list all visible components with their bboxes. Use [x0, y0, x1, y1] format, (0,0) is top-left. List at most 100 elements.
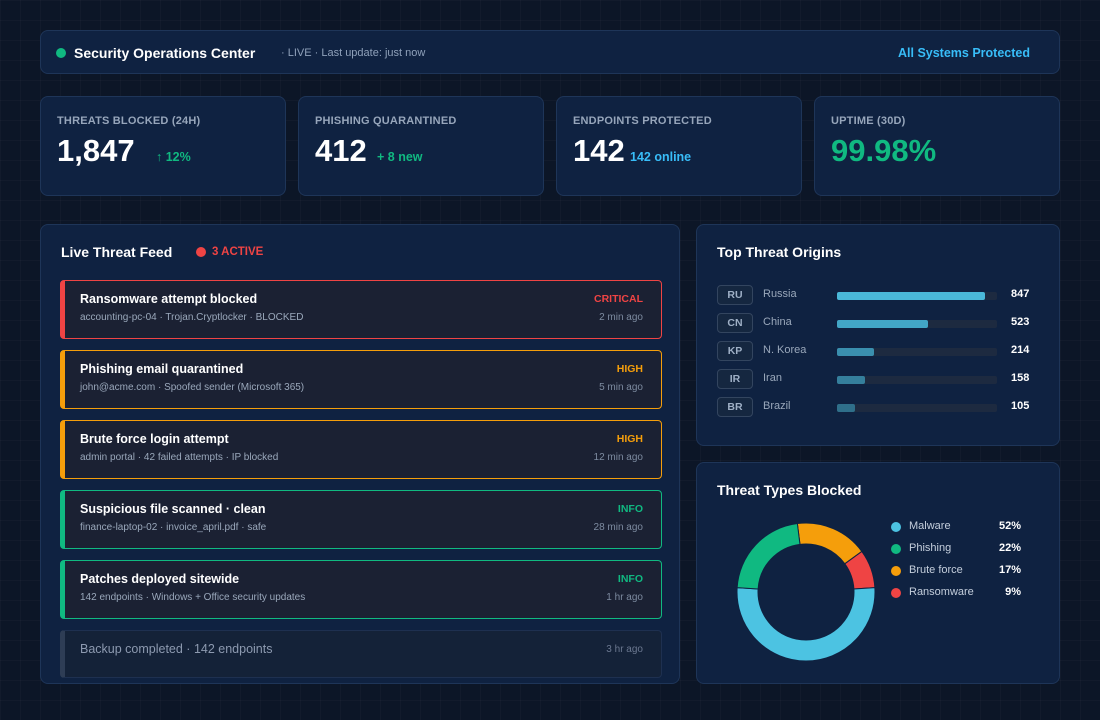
legend-percent: 9% [1005, 586, 1021, 598]
origin-row[interactable]: BR Brazil 105 [717, 397, 1047, 417]
origin-bar-track [837, 376, 997, 384]
threat-item-resolved[interactable]: Backup completed · 142 endpoints 3 hr ag… [60, 630, 662, 678]
donut-slice-phishing[interactable] [737, 523, 801, 590]
severity-label: HIGH [616, 433, 643, 445]
stat-card-endpoints-protected[interactable]: ENDPOINTS PROTECTED 142 142 online [556, 96, 802, 196]
severity-label: INFO [617, 573, 643, 585]
panel-title: Top Threat Origins [717, 244, 842, 260]
panel-title: Threat Types Blocked [717, 482, 862, 498]
stat-value: 99.98% [831, 133, 937, 168]
stat-label: THREATS BLOCKED (24H) [57, 115, 201, 127]
stat-value: 142 [573, 133, 625, 168]
origin-bar [837, 348, 875, 356]
alert-dot-icon [196, 247, 206, 257]
legend-label: Brute force [909, 564, 963, 576]
threat-details: admin portal · 42 failed attempts · IP b… [80, 452, 279, 463]
threat-item[interactable]: Ransomware attempt blocked accounting-pc… [60, 280, 662, 339]
live-threat-feed-panel: Live Threat Feed 3 ACTIVE Ransomware att… [40, 224, 680, 684]
threat-title: Brute force login attempt [80, 432, 229, 446]
legend-dot [891, 522, 901, 532]
severity-label: HIGH [616, 363, 643, 375]
legend-item: Malware 52% [891, 519, 1021, 535]
stat-delta: ↑ 12% [156, 150, 191, 164]
legend-item: Phishing 22% [891, 541, 1021, 557]
stat-card-uptime[interactable]: UPTIME (30D) 99.98% [814, 96, 1060, 196]
stat-value: 412 [315, 133, 367, 168]
country-name: Brazil [763, 400, 791, 412]
origin-row[interactable]: IR Iran 158 [717, 369, 1047, 389]
origin-row[interactable]: CN China 523 [717, 313, 1047, 333]
threat-title: Phishing email quarantined [80, 362, 244, 376]
threat-time: 5 min ago [599, 382, 643, 393]
severity-label: CRITICAL [594, 293, 643, 305]
threat-item[interactable]: Brute force login attempt admin portal ·… [60, 420, 662, 479]
legend-label: Ransomware [909, 586, 974, 598]
threat-time: 1 hr ago [606, 592, 643, 603]
active-threats-badge: 3 ACTIVE [212, 246, 264, 258]
legend-percent: 17% [998, 564, 1021, 576]
threat-title: Suspicious file scanned · clean [80, 502, 266, 516]
origin-row[interactable]: KP N. Korea 214 [717, 341, 1047, 361]
stat-card-phishing-quarantined[interactable]: PHISHING QUARANTINED 412 + 8 new [298, 96, 544, 196]
legend-label: Malware [909, 520, 951, 532]
stat-label: PHISHING QUARANTINED [315, 115, 457, 127]
threat-time: 3 hr ago [606, 644, 643, 655]
country-name: China [763, 316, 792, 328]
legend-percent: 52% [998, 520, 1021, 532]
stat-value: 1,847 [57, 133, 135, 168]
origin-bar [837, 320, 929, 328]
system-status-link[interactable]: All Systems Protected [898, 46, 1030, 60]
threat-item[interactable]: Phishing email quarantined john@acme.com… [60, 350, 662, 409]
origin-bar [837, 376, 865, 384]
threat-types-donut-chart [737, 523, 875, 661]
top-threat-origins-panel: Top Threat Origins RU Russia 847 CN Chin… [696, 224, 1060, 446]
origin-bar [837, 404, 856, 412]
origin-row[interactable]: RU Russia 847 [717, 285, 1047, 305]
threat-title: Patches deployed sitewide [80, 572, 240, 586]
origin-count: 105 [1011, 400, 1030, 412]
threat-title: Ransomware attempt blocked [80, 292, 258, 306]
threat-time: 2 min ago [599, 312, 643, 323]
country-code-badge: RU [717, 285, 753, 305]
page-title: Security Operations Center [74, 45, 256, 61]
threat-details: john@acme.com · Spoofed sender (Microsof… [80, 382, 305, 393]
threat-details: 142 endpoints · Windows + Office securit… [80, 592, 306, 603]
panel-title: Live Threat Feed [61, 244, 173, 260]
threat-time: 28 min ago [593, 522, 643, 533]
origin-count: 847 [1011, 288, 1030, 300]
header-bar: Security Operations Center · LIVE · Last… [40, 30, 1060, 74]
stat-label: UPTIME (30D) [831, 115, 906, 127]
threat-types-panel: Threat Types Blocked Malware 52% Phishin… [696, 462, 1060, 684]
live-indicator-dot [56, 48, 66, 58]
threat-details: accounting-pc-04 · Trojan.Cryptlocker · … [80, 312, 304, 323]
legend-label: Phishing [909, 542, 952, 554]
severity-label: INFO [617, 503, 643, 515]
live-status-text: · LIVE · Last update: just now [281, 47, 426, 59]
stat-label: ENDPOINTS PROTECTED [573, 115, 712, 127]
threat-item[interactable]: Suspicious file scanned · clean finance-… [60, 490, 662, 549]
country-code-badge: CN [717, 313, 753, 333]
origin-count: 214 [1011, 344, 1030, 356]
origin-bar [837, 292, 985, 300]
threat-item[interactable]: Patches deployed sitewide 142 endpoints … [60, 560, 662, 619]
origin-bar-track [837, 348, 997, 356]
country-name: N. Korea [763, 344, 807, 356]
threat-title: Backup completed · 142 endpoints [80, 642, 273, 656]
origin-bar-track [837, 292, 997, 300]
country-code-badge: KP [717, 341, 753, 361]
stat-delta: 142 online [630, 150, 692, 164]
origin-bar-track [837, 404, 997, 412]
stat-delta: + 8 new [377, 150, 423, 164]
origin-count: 158 [1011, 372, 1030, 384]
donut-slice-brute-force[interactable] [796, 523, 863, 565]
stat-card-threats-blocked[interactable]: THREATS BLOCKED (24H) 1,847 ↑ 12% [40, 96, 286, 196]
donut-slice-malware[interactable] [737, 587, 875, 661]
legend-item: Ransomware 9% [891, 585, 1021, 601]
legend-dot [891, 566, 901, 576]
legend-dot [891, 544, 901, 554]
legend-item: Brute force 17% [891, 563, 1021, 579]
threat-details: finance-laptop-02 · invoice_april.pdf · … [80, 522, 267, 533]
threat-time: 12 min ago [593, 452, 643, 463]
legend-dot [891, 588, 901, 598]
country-code-badge: IR [717, 369, 753, 389]
